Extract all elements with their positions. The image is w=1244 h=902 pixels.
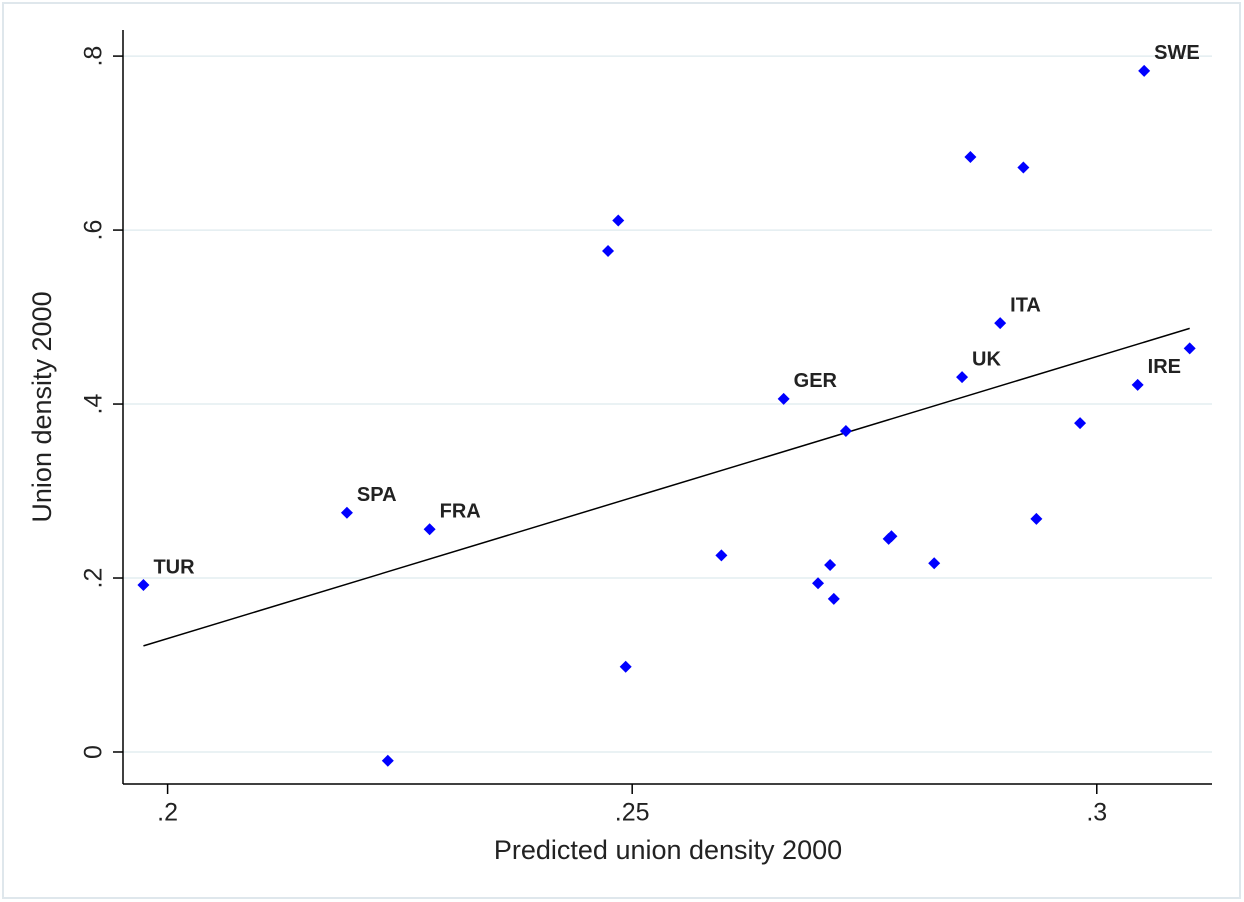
- point: [839, 425, 852, 438]
- point: [827, 592, 840, 605]
- point: [619, 660, 632, 673]
- y-tick-label: .4: [80, 394, 108, 415]
- point: [1138, 64, 1151, 77]
- point-label: ITA: [1010, 294, 1041, 316]
- point: [1183, 342, 1196, 355]
- x-tick-label: .25: [615, 799, 650, 827]
- x-tick-label: .3: [1086, 799, 1107, 827]
- point: [1030, 512, 1043, 525]
- point-label: SPA: [357, 484, 397, 506]
- point: [928, 557, 941, 570]
- point-label: GER: [794, 370, 838, 392]
- y-axis-title: Union density 2000: [27, 291, 57, 522]
- point: [715, 549, 728, 562]
- point: [777, 392, 790, 405]
- point: [1017, 161, 1030, 174]
- x-axis-title: Predicted union density 2000: [494, 835, 842, 865]
- point-label: IRE: [1148, 356, 1181, 378]
- y-tick-label: .2: [80, 568, 108, 589]
- x-tick-label: .2: [157, 799, 178, 827]
- point-label: TUR: [153, 556, 195, 578]
- point: [885, 530, 898, 543]
- point: [824, 558, 837, 571]
- point: [137, 578, 150, 591]
- point-label: UK: [972, 348, 1001, 370]
- point-label: FRA: [440, 501, 481, 523]
- point: [812, 577, 825, 590]
- fit-line: [143, 327, 1190, 647]
- point: [381, 754, 394, 767]
- point: [340, 506, 353, 519]
- point: [1131, 378, 1144, 391]
- point: [956, 371, 969, 384]
- point: [612, 214, 625, 227]
- y-tick-label: .6: [80, 220, 108, 241]
- point: [602, 244, 615, 257]
- point: [964, 151, 977, 164]
- point: [1074, 417, 1087, 430]
- y-tick-label: 0: [80, 745, 108, 759]
- point: [994, 317, 1007, 330]
- point: [423, 523, 436, 536]
- point-label: SWE: [1154, 42, 1200, 64]
- y-tick-label: .8: [80, 46, 108, 67]
